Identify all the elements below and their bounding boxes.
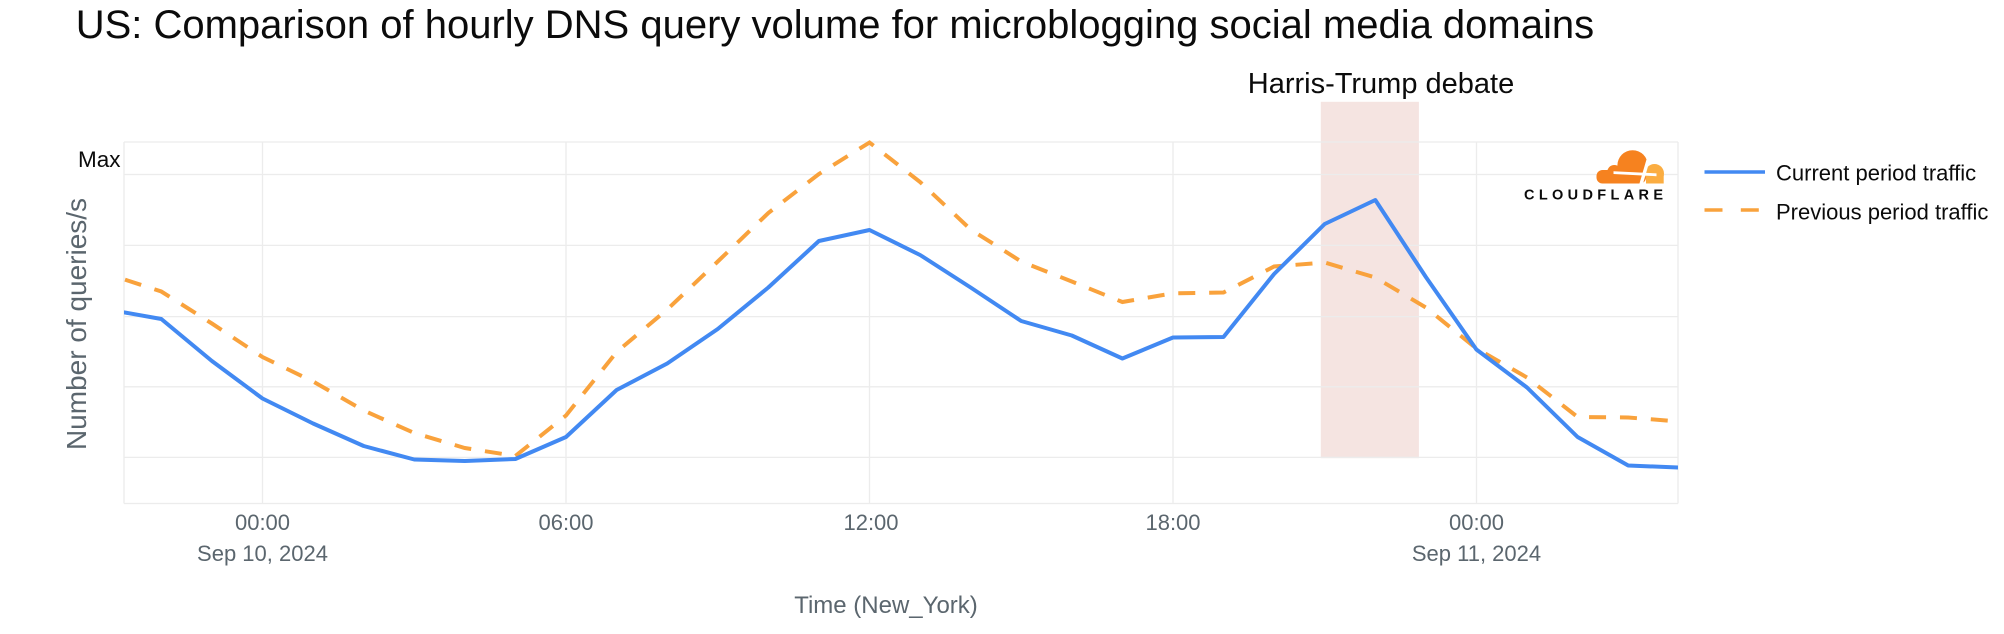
- svg-text:12:00: 12:00: [843, 510, 898, 535]
- svg-text:06:00: 06:00: [538, 510, 593, 535]
- svg-text:Time (New_York): Time (New_York): [794, 592, 978, 619]
- svg-text:18:00: 18:00: [1145, 510, 1200, 535]
- svg-text:Max: Max: [78, 147, 121, 172]
- svg-text:Sep 11, 2024: Sep 11, 2024: [1412, 541, 1541, 566]
- svg-text:Current period traffic: Current period traffic: [1776, 161, 1976, 186]
- svg-text:00:00: 00:00: [235, 510, 290, 535]
- svg-text:00:00: 00:00: [1449, 510, 1504, 535]
- svg-text:Previous period traffic: Previous period traffic: [1776, 200, 1988, 225]
- svg-text:Harris-Trump debate: Harris-Trump debate: [1248, 68, 1514, 100]
- svg-text:Number of queries/s: Number of queries/s: [61, 198, 92, 450]
- svg-text:US: Comparison of hourly DNS q: US: Comparison of hourly DNS query volum…: [76, 3, 1594, 47]
- svg-text:CLOUDFLARE: CLOUDFLARE: [1524, 188, 1667, 204]
- svg-text:Sep 10, 2024: Sep 10, 2024: [197, 541, 328, 566]
